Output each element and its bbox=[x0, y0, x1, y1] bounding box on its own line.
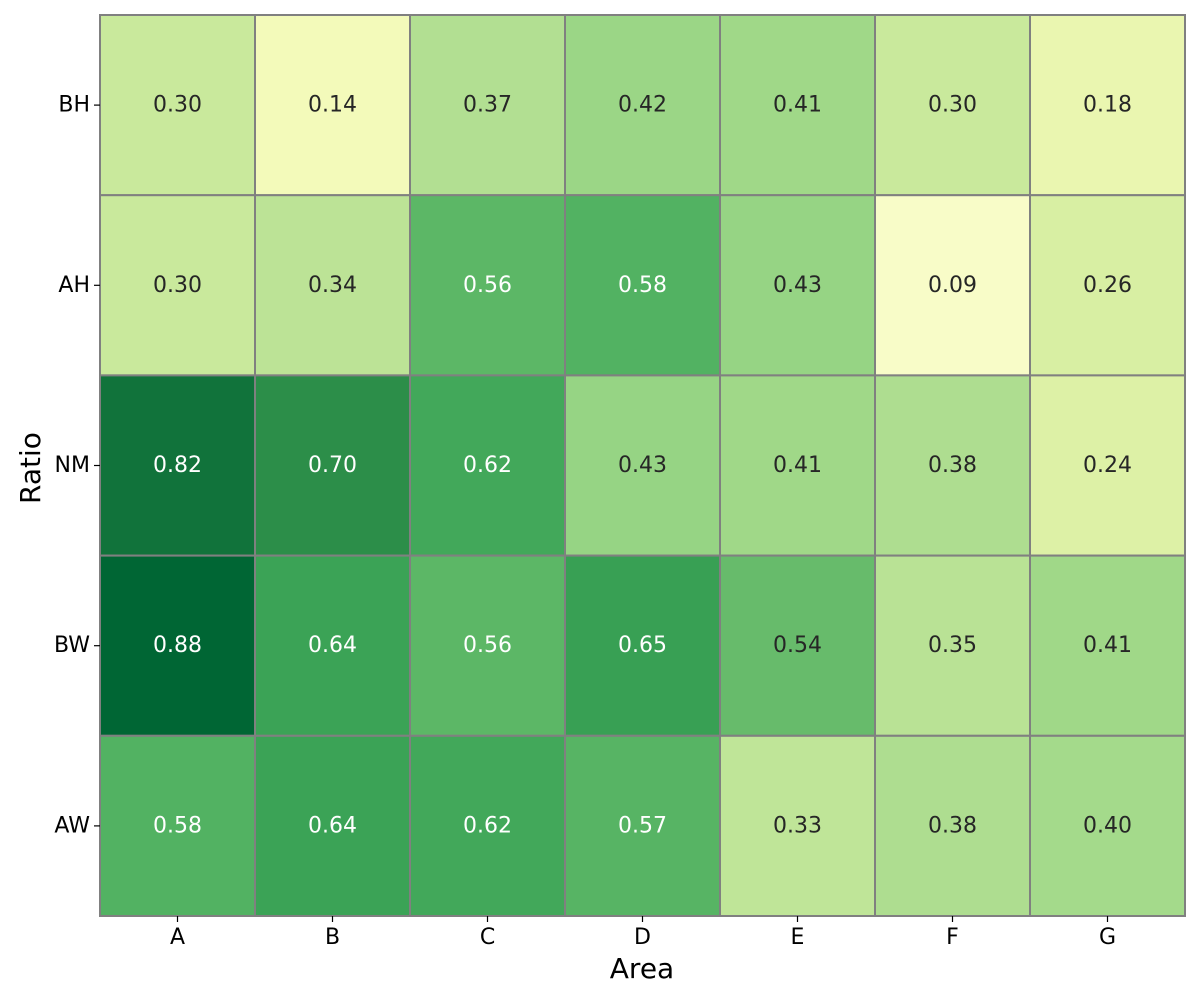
cell-value-label-BW-G: 0.41 bbox=[1083, 633, 1132, 658]
cell-value-label-BH-E: 0.41 bbox=[773, 93, 822, 118]
cell-value-label-AH-G: 0.26 bbox=[1083, 273, 1132, 298]
heatmap-cell-NM-E bbox=[719, 374, 876, 557]
cell-value-label-BW-D: 0.65 bbox=[618, 633, 667, 658]
cell-value-label-NM-E: 0.41 bbox=[773, 453, 822, 478]
x-tick-label-E: E bbox=[791, 925, 805, 950]
cell-value-label-BW-E: 0.54 bbox=[773, 633, 822, 658]
cell-value-label-NM-A: 0.82 bbox=[153, 453, 202, 478]
cell-value-label-BH-G: 0.18 bbox=[1083, 93, 1132, 118]
heatmap-cell-BH-B bbox=[254, 14, 411, 197]
y-tick-label-AH: AH bbox=[58, 273, 90, 298]
y-axis-ticks: BH AH NM BW AW bbox=[54, 93, 100, 838]
x-axis-label: Area bbox=[610, 952, 674, 985]
x-tick-label-G: G bbox=[1099, 925, 1116, 950]
cell-value-label-BH-C: 0.37 bbox=[463, 93, 512, 118]
cell-value-label-BW-B: 0.64 bbox=[308, 633, 357, 658]
heatmap-cell-BH-C bbox=[409, 14, 566, 197]
cell-value-label-NM-C: 0.62 bbox=[463, 453, 512, 478]
heatmap-cell-BH-D bbox=[564, 14, 721, 197]
cell-value-label-AH-D: 0.58 bbox=[618, 273, 667, 298]
cell-value-label-AH-E: 0.43 bbox=[773, 273, 822, 298]
cell-value-label-NM-G: 0.24 bbox=[1083, 453, 1132, 478]
heatmap-cell-BW-F bbox=[874, 554, 1031, 737]
cell-value-label-AW-B: 0.64 bbox=[308, 813, 357, 838]
x-tick-label-C: C bbox=[480, 925, 495, 950]
cell-value-label-AW-G: 0.40 bbox=[1083, 813, 1132, 838]
cell-value-label-AH-F: 0.09 bbox=[928, 273, 977, 298]
heatmap-cell-NM-C bbox=[409, 374, 566, 557]
heatmap-cell-BW-D bbox=[564, 554, 721, 737]
cell-value-label-BH-F: 0.30 bbox=[928, 93, 977, 118]
heatmap-cell-AH-F bbox=[874, 194, 1031, 377]
cell-value-labels: 0.30 0.14 0.37 0.42 0.41 0.30 0.18 0.30 0.34 0.56… bbox=[153, 93, 1132, 839]
x-axis-ticks: A B C D E F G bbox=[170, 916, 1116, 950]
cell-value-label-AH-B: 0.34 bbox=[308, 273, 357, 298]
y-tick-label-AW: AW bbox=[54, 813, 90, 838]
x-tick-label-D: D bbox=[634, 925, 651, 950]
heatmap-cell-NM-D bbox=[564, 374, 721, 557]
cell-value-label-BH-A: 0.30 bbox=[153, 93, 202, 118]
y-tick-label-BW: BW bbox=[54, 633, 90, 658]
cell-value-label-AW-F: 0.38 bbox=[928, 813, 977, 838]
y-tick-label-NM: NM bbox=[55, 453, 90, 478]
heatmap-cell-BH-E bbox=[719, 14, 876, 197]
heatmap-cells bbox=[99, 14, 1186, 917]
cell-value-label-BW-A: 0.88 bbox=[153, 633, 202, 658]
y-axis-label: Ratio bbox=[14, 432, 47, 504]
x-tick-label-B: B bbox=[325, 925, 340, 950]
cell-value-label-AW-D: 0.57 bbox=[618, 813, 667, 838]
heatmap-cell-NM-G bbox=[1029, 374, 1186, 557]
cell-value-label-NM-F: 0.38 bbox=[928, 453, 977, 478]
heatmap-cell-AW-A bbox=[99, 734, 256, 917]
cell-value-label-NM-D: 0.43 bbox=[618, 453, 667, 478]
heatmap-cell-AH-G bbox=[1029, 194, 1186, 377]
heatmap-cell-BH-F bbox=[874, 14, 1031, 197]
cell-value-label-AW-E: 0.33 bbox=[773, 813, 822, 838]
heatmap-cell-AW-G bbox=[1029, 734, 1186, 917]
cell-value-label-AH-A: 0.30 bbox=[153, 273, 202, 298]
heatmap-cell-AH-E bbox=[719, 194, 876, 377]
heatmap-cell-BW-A bbox=[99, 554, 256, 737]
x-tick-label-F: F bbox=[946, 925, 959, 950]
cell-value-label-NM-B: 0.70 bbox=[308, 453, 357, 478]
cell-value-label-BH-D: 0.42 bbox=[618, 93, 667, 118]
heatmap-cell-AH-C bbox=[409, 194, 566, 377]
cell-value-label-BW-C: 0.56 bbox=[463, 633, 512, 658]
heatmap-cell-AW-C bbox=[409, 734, 566, 917]
x-tick-label-A: A bbox=[170, 925, 185, 950]
cell-value-label-BH-B: 0.14 bbox=[308, 93, 357, 118]
heatmap-cell-BW-B bbox=[254, 554, 411, 737]
heatmap-cell-NM-B bbox=[254, 374, 411, 557]
heatmap-cell-NM-F bbox=[874, 374, 1031, 557]
y-tick-label-BH: BH bbox=[58, 93, 90, 118]
heatmap-cell-BW-G bbox=[1029, 554, 1186, 737]
cell-value-label-BW-F: 0.35 bbox=[928, 633, 977, 658]
cell-value-label-AW-C: 0.62 bbox=[463, 813, 512, 838]
cell-value-label-AH-C: 0.56 bbox=[463, 273, 512, 298]
heatmap-cell-BH-A bbox=[99, 14, 256, 197]
cell-value-label-AW-A: 0.58 bbox=[153, 813, 202, 838]
